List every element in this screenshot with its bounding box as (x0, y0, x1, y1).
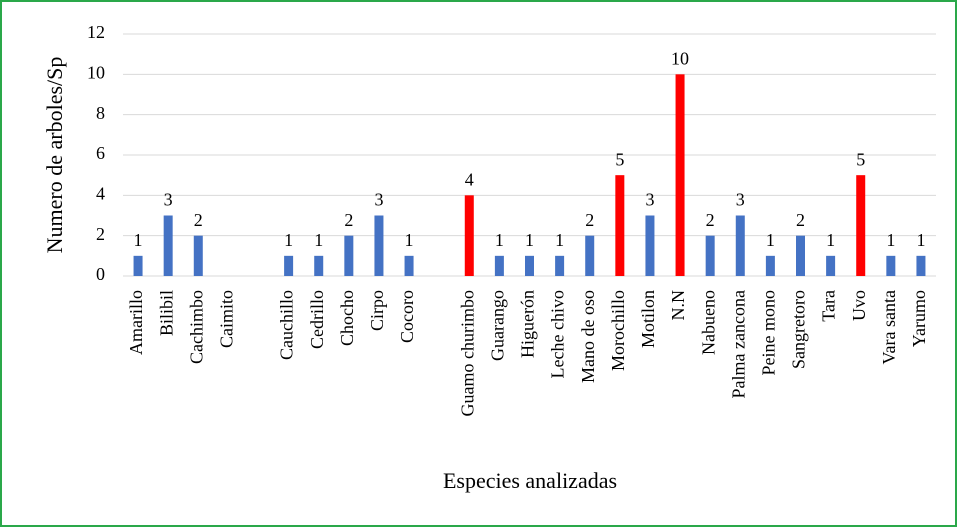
data-label: 2 (194, 210, 203, 230)
x-tick-label: Bilibil (156, 290, 176, 336)
bar (193, 235, 203, 276)
bar (284, 255, 294, 276)
x-tick-label: Peine mono (759, 290, 779, 376)
data-label: 3 (736, 190, 745, 210)
data-label: 1 (916, 230, 925, 250)
bar (464, 195, 474, 276)
data-label: 4 (465, 169, 474, 189)
bar (555, 255, 565, 276)
data-label: 1 (555, 230, 564, 250)
data-label: 5 (856, 149, 865, 169)
data-label: 1 (826, 230, 835, 250)
bar (585, 235, 595, 276)
bar (916, 255, 926, 276)
data-label: 3 (374, 190, 383, 210)
x-tick-label: Uvo (849, 290, 869, 321)
x-tick-label: Palma zancona (728, 290, 748, 398)
bar (133, 255, 143, 276)
x-tick-label: Chocho (337, 290, 357, 346)
data-label: 5 (615, 149, 624, 169)
bar (705, 235, 715, 276)
x-tick-label: Leche chivo (548, 290, 568, 378)
bar (765, 255, 775, 276)
bar (615, 175, 625, 276)
bar (344, 235, 354, 276)
y-tick-label: 6 (96, 143, 105, 163)
x-tick-label: Vara santa (879, 290, 899, 364)
x-tick-label: Cachimbo (186, 290, 206, 364)
bar (856, 175, 866, 276)
bar (826, 255, 836, 276)
bar (374, 215, 384, 276)
y-tick-label: 8 (96, 103, 105, 123)
data-label: 1 (525, 230, 534, 250)
x-tick-label: Guamo churimbo (457, 290, 477, 416)
data-label: 10 (671, 48, 689, 68)
x-tick-label: Cedrillo (307, 290, 327, 349)
bar (886, 255, 896, 276)
y-tick-label: 4 (96, 183, 105, 203)
x-tick-label: Amarillo (126, 290, 146, 355)
x-tick-label: Caimito (217, 290, 237, 348)
x-tick-label: Cauchillo (277, 290, 297, 360)
data-label: 2 (706, 210, 715, 230)
data-label: 1 (314, 230, 323, 250)
data-label: 3 (645, 190, 654, 210)
y-tick-label: 0 (96, 264, 105, 284)
x-tick-label: Higuerón (518, 290, 538, 358)
x-tick-label: Morochillo (608, 290, 628, 371)
y-tick-label: 10 (87, 62, 105, 82)
bar (675, 74, 685, 276)
bar (404, 255, 414, 276)
bar (163, 215, 173, 276)
data-label: 2 (344, 210, 353, 230)
x-tick-label: Yarumo (909, 290, 929, 347)
y-tick-label: 12 (87, 22, 105, 42)
x-tick-label: Cirpo (367, 290, 387, 331)
data-label: 1 (495, 230, 504, 250)
data-label: 1 (134, 230, 143, 250)
data-label: 3 (164, 190, 173, 210)
y-axis-title: Numero de arboles/Sp (42, 57, 67, 254)
x-tick-label: Nabueno (698, 290, 718, 355)
bar (645, 215, 655, 276)
x-tick-label: Cocoro (397, 290, 417, 343)
data-label: 2 (585, 210, 594, 230)
data-label: 1 (886, 230, 895, 250)
x-axis-title: Especies analizadas (443, 468, 617, 493)
x-tick-label: N.N (668, 290, 688, 321)
bar (314, 255, 324, 276)
bar (735, 215, 745, 276)
data-label: 1 (284, 230, 293, 250)
x-tick-label: Sangretoro (789, 290, 809, 369)
bar (796, 235, 805, 276)
data-label: 1 (766, 230, 775, 250)
data-label: 1 (405, 230, 414, 250)
x-tick-label: Motilon (638, 290, 658, 348)
bar (494, 255, 504, 276)
data-label: 2 (796, 210, 805, 230)
y-tick-label: 2 (96, 224, 105, 244)
x-tick-label: Tara (819, 290, 839, 322)
x-tick-label: Mano de oso (578, 290, 598, 383)
bar (525, 255, 534, 276)
x-tick-label: Guarango (488, 290, 508, 361)
